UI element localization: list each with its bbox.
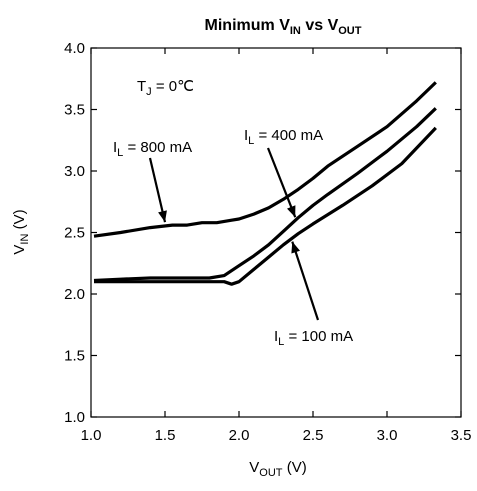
x-axis-label: VOUT (V) (249, 459, 306, 479)
x-tick-label: 2.0 (229, 427, 250, 444)
x-tick-label: 2.5 (303, 427, 324, 444)
title-sub1: IN (290, 25, 301, 37)
x-tick-label: 3.0 (377, 427, 398, 444)
label-100-sub: L (278, 336, 284, 348)
y-tick-labels: 1.0 1.5 2.0 2.5 3.0 3.5 4.0 (64, 40, 85, 426)
y-tick-label: 1.5 (64, 348, 85, 365)
x-tick-label: 1.5 (155, 427, 176, 444)
arrow-800ma-head (158, 210, 167, 223)
arrow-100ma-shaft (291, 241, 320, 321)
label-400-sub: L (248, 135, 254, 147)
y-tick-label: 2.5 (64, 225, 85, 242)
y-tick-label: 3.5 (64, 102, 85, 119)
condition-rest: = 0℃ (152, 78, 194, 95)
condition-main: T (137, 78, 146, 95)
label-800-rest: = 800 mA (123, 139, 192, 156)
series-lines (93, 81, 437, 286)
y-tick-label: 4.0 (64, 40, 85, 57)
title-mid: vs V (301, 17, 339, 34)
series-line-0 (93, 81, 437, 238)
series-label-400ma: IL = 400 mA (244, 127, 323, 147)
title-main: Minimum V (205, 17, 291, 34)
label-100-rest: = 100 mA (284, 328, 353, 345)
temperature-condition: TJ = 0℃ (137, 78, 194, 98)
ylabel-main: V (11, 245, 28, 255)
y-axis-label: VIN (V) (11, 209, 31, 254)
label-400-rest: = 400 mA (254, 127, 323, 144)
label-800-sub: L (117, 147, 123, 159)
series-line-2 (94, 126, 437, 286)
x-tick-label: 3.5 (451, 427, 472, 444)
x-tick-label: 1.0 (81, 427, 102, 444)
arrow-400ma-head (287, 205, 296, 218)
label-100-main: I (274, 328, 278, 345)
arrow-100ma-head (291, 241, 300, 254)
condition-sub: J (146, 86, 152, 98)
title-sub2: OUT (338, 25, 362, 37)
label-400-main: I (244, 127, 248, 144)
chart-title: Minimum VIN vs VOUT (205, 17, 362, 37)
ylabel-unit: (V) (11, 209, 28, 233)
y-tick-label: 1.0 (64, 409, 85, 426)
y-tick-label: 3.0 (64, 163, 85, 180)
tick-marks (90, 47, 462, 418)
xlabel-main: V (249, 459, 259, 476)
series-label-100ma: IL = 100 mA (274, 328, 353, 348)
label-800-main: I (113, 139, 117, 156)
series-label-800ma: IL = 800 mA (113, 139, 192, 159)
x-tick-labels: 1.0 1.5 2.0 2.5 3.0 3.5 (81, 427, 472, 444)
arrow-400ma-shaft (266, 147, 297, 218)
series-line-1 (93, 107, 437, 283)
plot-frame (90, 47, 462, 418)
xlabel-unit: (V) (283, 459, 307, 476)
annotation-arrows (148, 147, 320, 321)
xlabel-sub: OUT (259, 467, 283, 479)
y-tick-label: 2.0 (64, 286, 85, 303)
ylabel-sub: IN (19, 234, 31, 245)
